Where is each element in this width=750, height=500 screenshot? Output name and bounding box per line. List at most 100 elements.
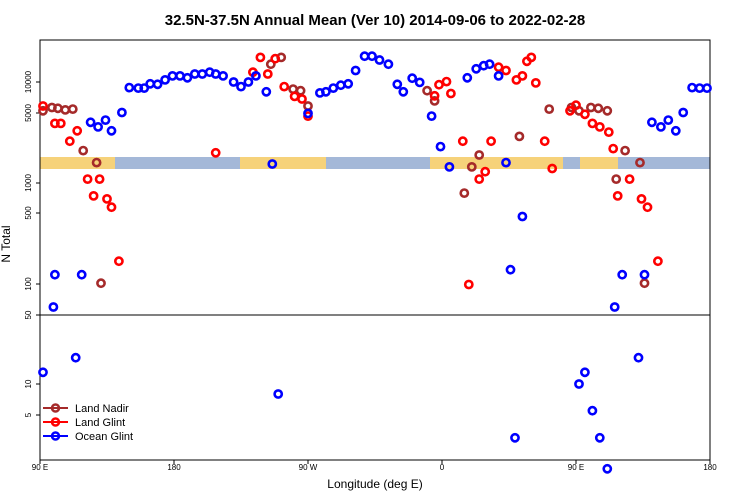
land-glint-point [517,71,528,81]
y-tick-label: 5 [24,412,33,417]
ocean-glint-point [218,71,228,81]
ocean-glint-point [152,79,163,90]
y-tick-label: 10000 [24,70,33,93]
ocean-glint-point [182,72,193,83]
land-nadir-point [53,103,63,114]
land-nadir-point [620,145,630,156]
land-glint-point [624,174,635,184]
ocean-glint-point [398,86,409,97]
land-glint-point [608,143,619,154]
ocean-glint-point [580,367,590,378]
land-glint-point [210,147,221,158]
land-ocean-strip [40,157,710,169]
ocean-glint-point [639,269,650,280]
land-nadir-point [611,174,622,184]
ocean-glint-point [303,108,313,119]
ocean-glint-point [426,111,437,121]
ocean-glint-point [678,107,689,118]
ocean-glint-point [687,82,697,93]
land-glint-point [612,190,623,201]
land-glint-point [493,62,504,73]
land-glint-point [486,136,496,147]
land-glint-point [530,78,541,88]
land-glint-point [480,166,491,177]
ocean-glint-point [320,86,331,97]
land-glint-point [653,256,663,267]
ocean-glint-point [335,80,346,91]
x-tick-label: 90 E [568,463,584,472]
ocean-glint-point [609,302,620,312]
y-tick-label: 100 [24,277,33,291]
x-tick-label: 90 E [32,463,48,472]
ocean-glint-point [228,77,239,87]
ocean-glint-point [656,122,666,132]
x-tick-label: 180 [167,463,181,472]
ocean-glint-point [197,69,208,79]
ocean-glint-point [48,302,59,312]
ocean-glint-point [106,125,117,136]
ocean-glint-point [343,78,354,89]
ocean-glint-point [139,83,150,93]
land-glint-point [38,101,48,111]
ocean-glint-point [38,367,48,378]
land-nadir-point [602,105,613,116]
land-glint-point [603,127,614,137]
ocean-glint-point [501,157,511,168]
ocean-glint-point [702,83,712,93]
ocean-glint-point [250,71,261,81]
ocean-glint-point [117,107,127,118]
land-glint-point [72,125,83,136]
land-glint-point [262,69,273,79]
ocean-glint-point [444,161,455,172]
land-strip-segment [40,157,115,169]
land-glint-point [636,193,647,204]
y-tick-label: 500 [24,206,33,220]
land-glint-point [571,100,581,111]
ocean-glint-point [663,115,674,125]
land-nadir-point [593,103,604,114]
land-glint-point [587,118,598,129]
ocean-glint-point [50,269,60,280]
land-nadir-point [67,104,78,114]
land-glint-point [580,109,590,120]
land-glint-point [50,118,60,129]
x-tick-label: 0 [440,463,445,472]
ocean-glint-point [367,51,377,62]
land-glint-point [94,174,105,184]
land-glint-point [441,76,452,87]
ocean-glint-point [145,78,156,89]
ocean-glint-point [267,159,278,169]
x-tick-label: 90 W [299,463,318,472]
ocean-glint-point [236,81,246,92]
land-glint-point [106,202,117,213]
land-nadir-point [514,131,525,142]
land-glint-point [565,105,575,116]
ocean-glint-point [328,83,339,93]
land-glint-point [539,136,550,147]
land-glint-point [102,193,112,204]
legend-label-ocean-glint: Ocean Glint [75,431,133,443]
land-nadir-point [639,278,650,289]
ocean-glint-point [124,82,135,93]
land-glint-point [429,90,440,101]
legend-label-land-nadir: Land Nadir [75,403,129,415]
land-glint-point [55,118,66,129]
land-nadir-point [474,150,485,160]
ocean-glint-point [471,63,482,74]
y-axis-label: N Total [0,225,13,262]
land-glint-point [457,136,468,147]
ocean-glint-point [273,389,284,399]
ocean-glint-point [670,125,681,136]
land-nadir-point [586,102,596,113]
land-nadir-point [422,85,432,96]
ocean-glint-point [76,269,87,280]
ocean-glint-point [462,72,473,83]
ocean-glint-point [505,264,516,275]
ocean-glint-point [160,75,170,85]
land-glint-point [270,53,281,64]
y-tick-label: 5000 [24,104,33,122]
land-nadir-point [544,104,555,114]
ocean-glint-point [189,69,200,79]
lower-panel-frame [39,314,711,461]
ocean-glint-point [574,379,584,389]
